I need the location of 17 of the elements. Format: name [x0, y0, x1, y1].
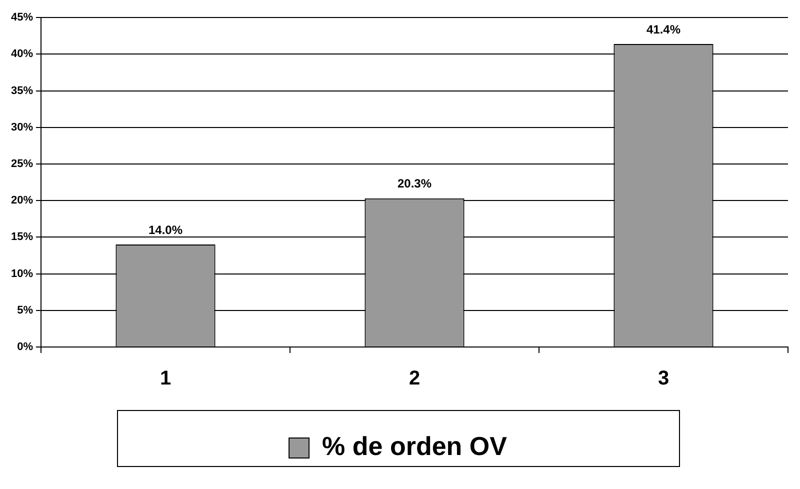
y-tick-label: 5% — [17, 304, 34, 316]
x-tick-label: 3 — [658, 368, 670, 390]
y-tick-label: 25% — [10, 158, 34, 170]
y-tick-label: 40% — [10, 48, 34, 60]
y-tick-label: 0% — [17, 341, 34, 354]
y-tick-label: 45% — [10, 12, 34, 24]
x-tick-label: 2 — [408, 368, 420, 390]
data-label: 41.4% — [646, 22, 681, 36]
x-tick-label: 1 — [160, 368, 172, 390]
data-label: 20.3% — [397, 176, 432, 191]
y-tick-label: 10% — [10, 268, 34, 280]
legend-label: % de orden OV — [322, 431, 508, 462]
data-label: 14.0% — [148, 222, 183, 237]
y-tick-label: 20% — [10, 194, 34, 207]
y-tick-label: 35% — [10, 84, 34, 97]
y-tick-label: 30% — [10, 121, 34, 134]
y-tick-label: 15% — [10, 231, 34, 244]
